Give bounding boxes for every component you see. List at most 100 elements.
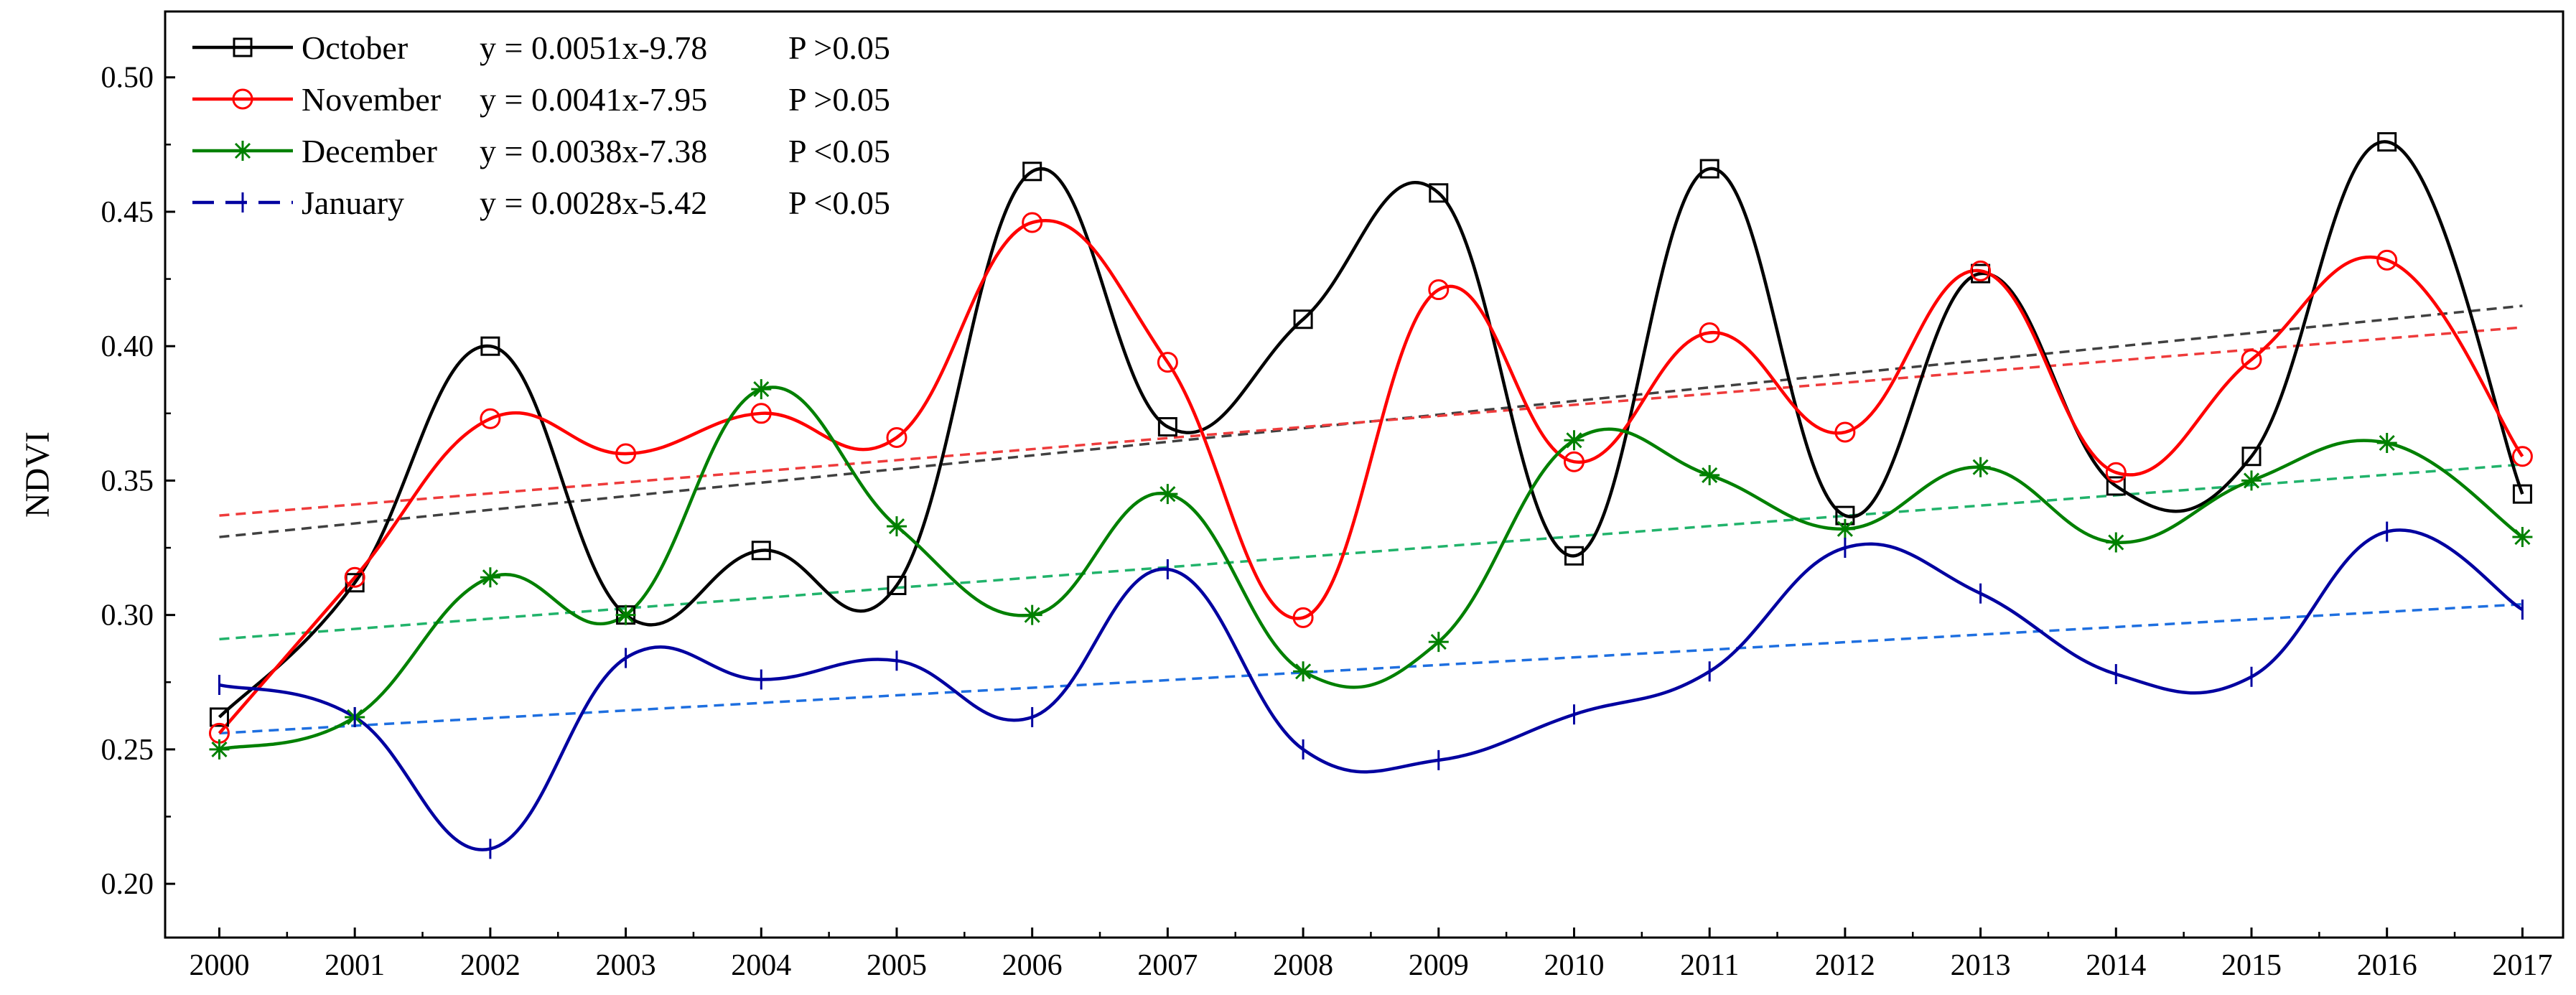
x-tick-label: 2006 bbox=[1002, 949, 1063, 982]
legend-pvalue-october: P >0.05 bbox=[788, 29, 890, 66]
x-tick-label: 2000 bbox=[189, 949, 249, 982]
point-december-2006 bbox=[1022, 604, 1042, 625]
point-october-2017 bbox=[2512, 484, 2532, 504]
curves-layer bbox=[218, 140, 2524, 851]
point-october-2007 bbox=[1157, 417, 1177, 437]
series-line-november bbox=[218, 219, 2524, 734]
point-november-2011 bbox=[1699, 322, 1720, 343]
legend-pvalue-january: P <0.05 bbox=[788, 184, 890, 221]
x-tick-label: 2007 bbox=[1137, 949, 1198, 982]
markers-layer bbox=[208, 132, 2533, 859]
legend: October y = 0.0051x-9.78 P >0.05 November y … bbox=[192, 29, 890, 221]
x-tick-label: 2011 bbox=[1680, 949, 1739, 982]
point-november-2015 bbox=[2241, 349, 2262, 370]
point-november-2007 bbox=[1157, 352, 1178, 373]
point-november-2014 bbox=[2105, 462, 2127, 483]
point-december-2017 bbox=[2512, 527, 2533, 548]
x-tick-label: 2005 bbox=[867, 949, 927, 982]
legend-equation-october: y = 0.0051x-9.78 bbox=[480, 29, 707, 66]
x-tick-label: 2008 bbox=[1273, 949, 1333, 982]
legend-marker-november bbox=[232, 88, 253, 110]
y-tick-label: 0.20 bbox=[101, 868, 154, 901]
point-november-2008 bbox=[1292, 607, 1314, 628]
point-october-2015 bbox=[2241, 447, 2262, 467]
point-december-2012 bbox=[1834, 518, 1855, 539]
point-october-2010 bbox=[1564, 546, 1584, 566]
x-tick-label: 2001 bbox=[325, 949, 385, 982]
legend-marker-october bbox=[233, 37, 253, 57]
point-november-2002 bbox=[480, 408, 501, 429]
plot-frame bbox=[164, 10, 2565, 939]
legend-equation-december: y = 0.0038x-7.38 bbox=[480, 133, 707, 169]
legend-marker-december bbox=[233, 141, 253, 161]
point-october-2006 bbox=[1022, 162, 1042, 182]
point-november-2005 bbox=[886, 427, 907, 449]
point-december-2004 bbox=[751, 379, 772, 400]
series-line-december bbox=[218, 386, 2524, 752]
legend-label-november: November bbox=[302, 81, 441, 118]
x-tick-label: 2013 bbox=[1951, 949, 2011, 982]
point-october-2004 bbox=[751, 541, 771, 561]
x-tick-label: 2010 bbox=[1544, 949, 1604, 982]
axes-layer: 0.20 0.25 0.30 0.35 0.40 0.45 0.50 2000 2001 2002… bbox=[19, 10, 2565, 982]
point-october-2008 bbox=[1293, 309, 1313, 330]
legend-equation-january: y = 0.0028x-5.42 bbox=[480, 184, 707, 221]
point-november-2003 bbox=[615, 443, 637, 464]
point-october-2005 bbox=[887, 575, 907, 595]
legend-label-december: December bbox=[302, 133, 437, 169]
point-december-2016 bbox=[2376, 433, 2397, 454]
trendline-november bbox=[219, 326, 2523, 517]
point-november-2010 bbox=[1563, 451, 1585, 472]
x-tick-label: 2009 bbox=[1409, 949, 1469, 982]
point-december-2000 bbox=[209, 739, 230, 760]
point-october-2014 bbox=[2106, 476, 2126, 496]
point-november-2009 bbox=[1428, 279, 1450, 301]
trendlines-layer bbox=[219, 304, 2523, 735]
trendline-october bbox=[219, 304, 2523, 538]
point-december-2005 bbox=[886, 516, 907, 537]
legend-pvalue-november: P >0.05 bbox=[788, 81, 890, 118]
y-tick-label: 0.45 bbox=[101, 196, 154, 229]
y-tick-label: 0.25 bbox=[101, 734, 154, 767]
point-october-2011 bbox=[1699, 159, 1719, 179]
legend-pvalue-december: P <0.05 bbox=[788, 133, 890, 169]
x-tick-label: 2003 bbox=[596, 949, 656, 982]
point-october-2002 bbox=[480, 336, 500, 356]
point-december-2010 bbox=[1564, 430, 1585, 451]
point-october-2000 bbox=[209, 707, 229, 727]
y-axis-title: NDVI bbox=[19, 431, 57, 518]
series-line-october bbox=[218, 140, 2524, 719]
point-november-2013 bbox=[1970, 260, 1992, 281]
point-november-2004 bbox=[750, 403, 772, 424]
trendline-december bbox=[219, 463, 2523, 641]
point-october-2016 bbox=[2377, 132, 2397, 152]
point-december-2014 bbox=[2106, 532, 2127, 553]
x-tick-label: 2015 bbox=[2221, 949, 2282, 982]
point-december-2008 bbox=[1293, 661, 1314, 682]
x-tick-label: 2002 bbox=[460, 949, 521, 982]
point-december-2011 bbox=[1699, 464, 1720, 485]
point-december-2002 bbox=[480, 567, 500, 588]
legend-label-january: January bbox=[302, 184, 404, 221]
y-tick-label: 0.50 bbox=[101, 62, 154, 95]
y-tick-label: 0.40 bbox=[101, 330, 154, 363]
x-tick-label: 2017 bbox=[2492, 949, 2552, 982]
point-november-2012 bbox=[1834, 421, 1856, 443]
legend-label-october: October bbox=[302, 29, 408, 66]
y-tick-label: 0.35 bbox=[101, 464, 154, 498]
point-november-2017 bbox=[2511, 446, 2533, 467]
point-december-2015 bbox=[2241, 470, 2262, 491]
x-tick-label: 2014 bbox=[2086, 949, 2146, 982]
trendline-january bbox=[219, 602, 2523, 735]
legend-equation-november: y = 0.0041x-7.95 bbox=[480, 81, 707, 118]
point-october-2009 bbox=[1429, 183, 1449, 203]
x-tick-label: 2016 bbox=[2357, 949, 2417, 982]
point-november-2006 bbox=[1022, 212, 1043, 233]
x-tick-label: 2012 bbox=[1815, 949, 1875, 982]
x-tick-label: 2004 bbox=[731, 949, 791, 982]
point-november-2016 bbox=[2376, 249, 2398, 271]
point-december-2013 bbox=[1970, 457, 1991, 477]
point-december-2009 bbox=[1428, 632, 1449, 653]
